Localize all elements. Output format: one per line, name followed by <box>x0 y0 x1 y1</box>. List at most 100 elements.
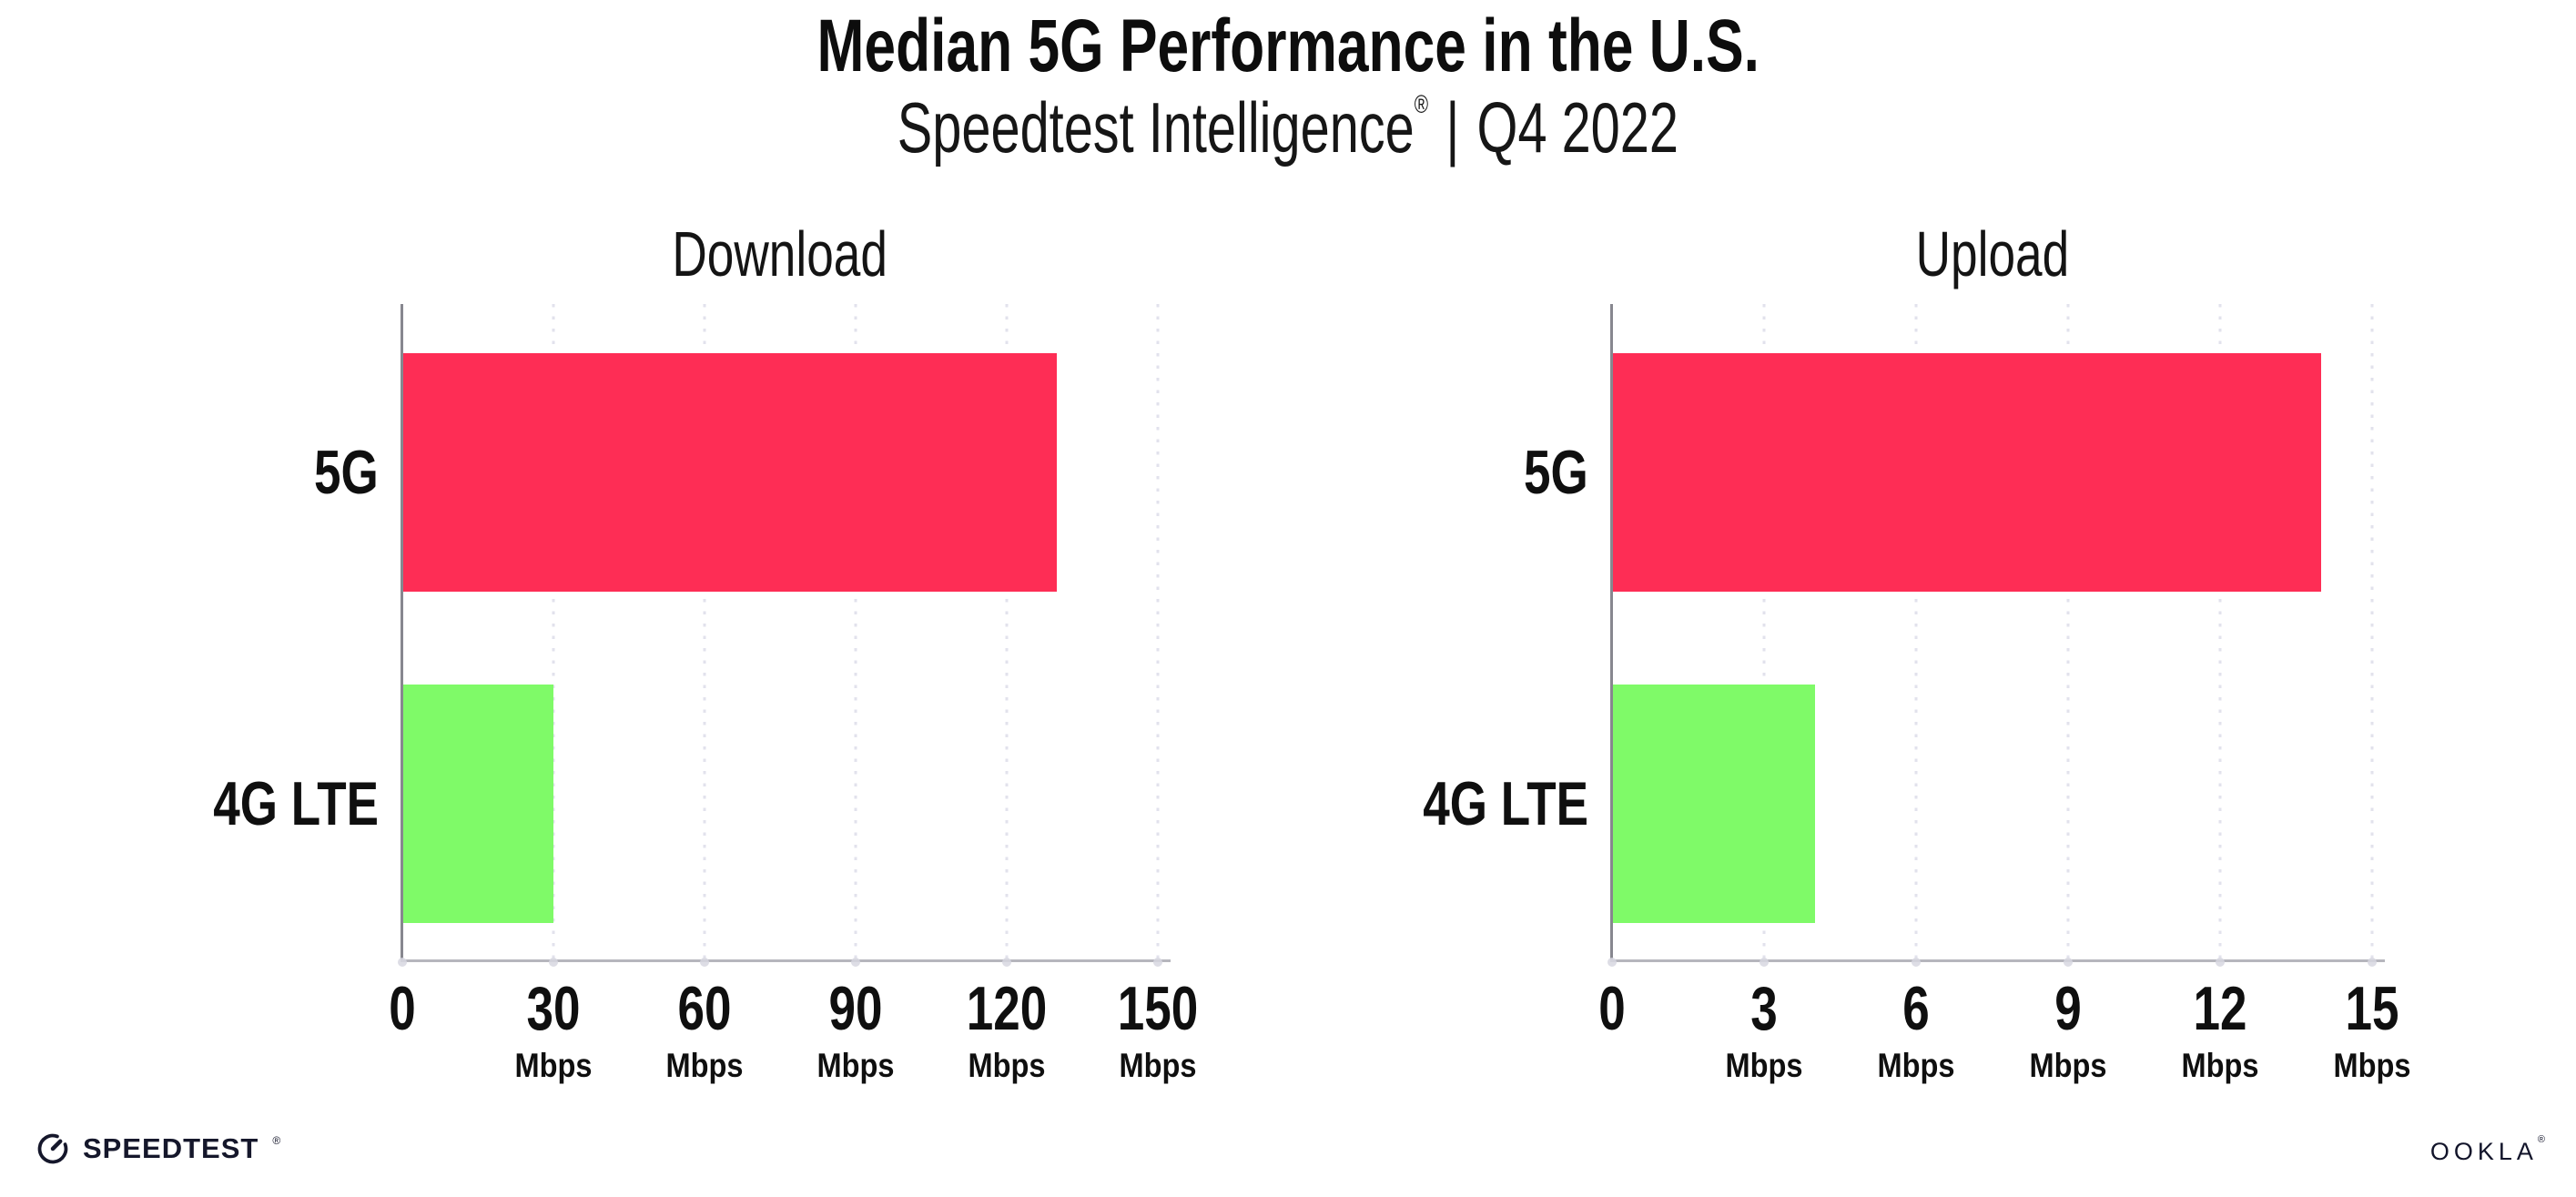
plot-area-download <box>398 304 1171 967</box>
chart-title-text: Download <box>672 218 888 289</box>
axis-tick-dot-0 <box>398 958 407 967</box>
x-tick-unit-text: Mbps <box>1725 1047 1803 1084</box>
axis-tick-dot-150 <box>1153 958 1162 967</box>
gridline-12 <box>2218 304 2222 960</box>
gridline-15 <box>2370 304 2374 960</box>
x-tick-unit-text: Mbps <box>514 1047 593 1084</box>
category-label-text: 5G <box>1524 438 1588 507</box>
speedtest-logo: SPEEDTEST ® <box>35 1131 280 1167</box>
category-label-4g-lte: 4G LTE <box>1292 773 1588 835</box>
x-tick-unit-text: Mbps <box>816 1047 895 1084</box>
x-tick-unit-30: Mbps <box>510 1049 598 1082</box>
page-title: Median 5G Performance in the U.S. <box>0 6 2576 86</box>
x-tick-label-text: 9 <box>2054 974 2082 1043</box>
speedtest-gauge-icon <box>37 1133 68 1164</box>
x-tick-label-0: 0 <box>1595 978 1629 1040</box>
x-tick-label-text: 30 <box>526 974 581 1043</box>
x-tick-unit-15: Mbps <box>2328 1049 2417 1082</box>
bar-5g <box>1612 353 2322 592</box>
ookla-logo: OOKLA® <box>2429 1134 2545 1166</box>
x-tick-label-150: 150 <box>1106 978 1209 1040</box>
x-tick-label-text: 0 <box>389 974 416 1043</box>
page-subtitle-text: Speedtest Intelligence® | Q4 2022 <box>897 87 1679 167</box>
registered-mark-icon: ® <box>1414 90 1429 119</box>
bar-4g-lte <box>402 685 553 923</box>
category-label-text: 4G LTE <box>213 769 379 838</box>
chart-title-download: Download <box>402 222 1158 286</box>
axis-tick-dot-15 <box>2368 958 2377 967</box>
x-tick-label-text: 150 <box>1117 974 1199 1043</box>
x-axis-line <box>401 959 1171 962</box>
x-tick-label-text: 6 <box>1902 974 1930 1043</box>
category-label-5g: 5G <box>1292 441 1588 503</box>
x-tick-unit-150: Mbps <box>1114 1049 1202 1082</box>
axis-tick-dot-12 <box>2216 958 2225 967</box>
subtitle-separator: | <box>1445 87 1460 167</box>
x-tick-unit-6: Mbps <box>1872 1049 1961 1082</box>
x-tick-unit-9: Mbps <box>2024 1049 2113 1082</box>
x-tick-unit-text: Mbps <box>1877 1047 1955 1084</box>
axis-tick-dot-0 <box>1607 958 1617 967</box>
x-tick-unit-12: Mbps <box>2176 1049 2265 1082</box>
gridline-6 <box>1914 304 1918 960</box>
speedtest-registered-mark-icon: ® <box>272 1134 281 1147</box>
axis-tick-dot-3 <box>1760 958 1769 967</box>
subtitle-period: Q4 2022 <box>1476 87 1679 167</box>
x-tick-label-text: 3 <box>1750 974 1778 1043</box>
x-tick-label-text: 90 <box>828 974 883 1043</box>
category-label-text: 4G LTE <box>1423 769 1588 838</box>
x-tick-label-text: 0 <box>1598 974 1626 1043</box>
chart-title-text: Upload <box>1915 218 2069 289</box>
x-tick-label-60: 60 <box>670 978 739 1040</box>
gridline-150 <box>1156 304 1160 960</box>
axis-tick-dot-30 <box>549 958 558 967</box>
x-tick-unit-3: Mbps <box>1720 1049 1809 1082</box>
x-axis-line <box>1610 959 2385 962</box>
x-tick-unit-text: Mbps <box>665 1047 744 1084</box>
x-tick-label-12: 12 <box>2186 978 2255 1040</box>
x-tick-label-90: 90 <box>821 978 890 1040</box>
x-tick-unit-text: Mbps <box>968 1047 1046 1084</box>
speedtest-wordmark: SPEEDTEST <box>83 1132 259 1164</box>
x-tick-label-9: 9 <box>2051 978 2085 1040</box>
x-tick-label-text: 12 <box>2193 974 2247 1043</box>
x-tick-label-15: 15 <box>2338 978 2407 1040</box>
x-tick-label-text: 15 <box>2345 974 2399 1043</box>
y-axis-line <box>401 304 403 962</box>
x-tick-label-text: 120 <box>966 974 1048 1043</box>
bar-4g-lte <box>1612 685 1815 923</box>
x-tick-label-120: 120 <box>955 978 1058 1040</box>
ookla-registered-mark-icon: ® <box>2537 1134 2545 1145</box>
axis-tick-dot-9 <box>2064 958 2073 967</box>
category-label-text: 5G <box>314 438 379 507</box>
ookla-wordmark: OOKLA <box>2429 1138 2538 1165</box>
chart-title-upload: Upload <box>1612 222 2372 286</box>
category-label-5g: 5G <box>82 441 379 503</box>
x-tick-unit-text: Mbps <box>1119 1047 1197 1084</box>
x-tick-unit-120: Mbps <box>963 1049 1051 1082</box>
x-tick-label-3: 3 <box>1747 978 1781 1040</box>
gridline-3 <box>1762 304 1766 960</box>
bar-5g <box>402 353 1058 592</box>
x-tick-label-text: 60 <box>677 974 732 1043</box>
gridline-60 <box>703 304 706 960</box>
y-axis-line <box>1610 304 1613 962</box>
gridline-90 <box>854 304 857 960</box>
x-tick-label-6: 6 <box>1899 978 1933 1040</box>
subtitle-brand: Speedtest Intelligence <box>897 87 1415 167</box>
page-subtitle: Speedtest Intelligence® | Q4 2022 <box>0 87 2576 167</box>
x-tick-unit-text: Mbps <box>2333 1047 2411 1084</box>
plot-area-upload <box>1607 304 2385 967</box>
x-tick-unit-text: Mbps <box>2029 1047 2107 1084</box>
gridline-120 <box>1005 304 1009 960</box>
x-tick-label-30: 30 <box>519 978 588 1040</box>
axis-tick-dot-90 <box>851 958 860 967</box>
axis-tick-dot-120 <box>1002 958 1011 967</box>
gridline-9 <box>2066 304 2070 960</box>
x-tick-unit-60: Mbps <box>661 1049 749 1082</box>
axis-tick-dot-60 <box>700 958 709 967</box>
gridline-30 <box>552 304 555 960</box>
category-label-4g-lte: 4G LTE <box>82 773 379 835</box>
x-tick-unit-90: Mbps <box>812 1049 900 1082</box>
